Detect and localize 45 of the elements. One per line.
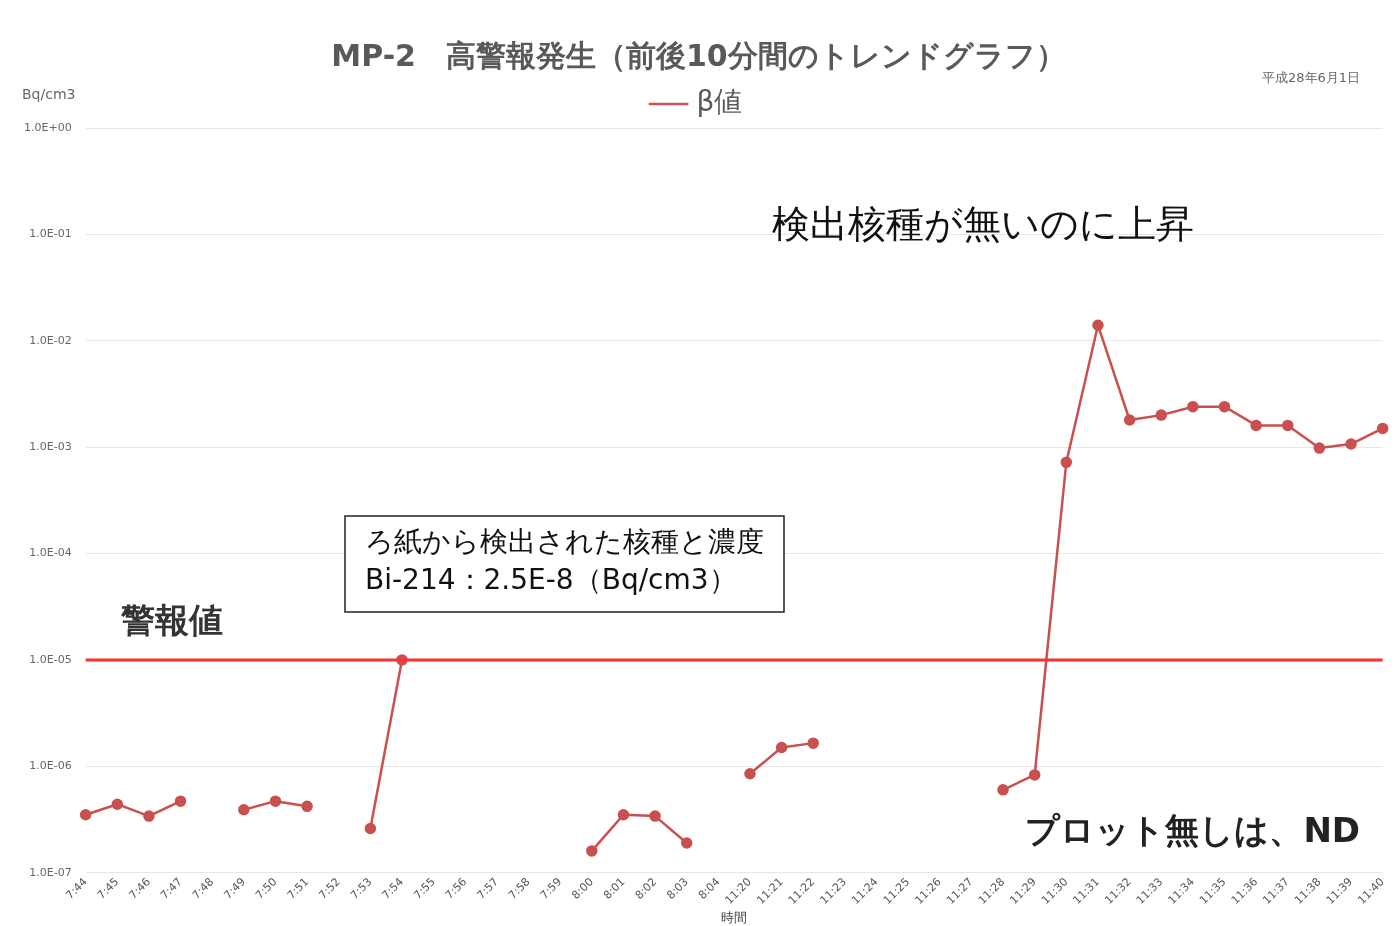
point	[269, 795, 282, 807]
point	[1092, 319, 1104, 331]
point	[617, 809, 630, 821]
x-axis-title: 時間	[721, 909, 748, 925]
text: 平成28年6月1日	[1262, 70, 1361, 86]
point	[1060, 456, 1073, 469]
y-tick-label: 1.0E-04	[29, 546, 72, 560]
point	[1313, 442, 1326, 454]
y-tick-label: 1.0E-03	[29, 440, 72, 453]
point	[111, 798, 124, 810]
point	[1250, 419, 1262, 432]
point	[174, 795, 187, 807]
point	[143, 810, 155, 822]
point	[238, 804, 250, 816]
chart-title: MP-2 高警報発生（前後10分間のトレンドグラフ）	[331, 37, 1066, 73]
point	[586, 845, 598, 857]
y-tick-label: 1.0E+00	[23, 120, 72, 134]
point	[1376, 422, 1389, 435]
point	[775, 741, 788, 754]
point	[649, 810, 661, 822]
point	[1187, 400, 1199, 413]
point	[807, 737, 819, 749]
y-tick-label: 1.0E-02	[29, 333, 72, 347]
point	[301, 800, 313, 813]
point	[1155, 409, 1167, 421]
annotation: プロット無しは、ND	[1025, 810, 1361, 851]
y-axis-title: Bq/cm3	[22, 85, 76, 102]
point	[1123, 414, 1136, 426]
point	[1345, 438, 1357, 450]
point	[1218, 400, 1231, 413]
y-tick-label: 1.0E-01	[29, 227, 72, 241]
annotation: 検出核種が無いのに上昇	[772, 201, 1195, 246]
point	[1028, 769, 1041, 781]
y-tick-label: 1.0E-06	[29, 759, 72, 773]
ref-line-label: 警報値	[119, 599, 223, 640]
point	[79, 809, 92, 821]
point	[997, 784, 1009, 796]
point	[364, 822, 377, 835]
annotation: ろ紙から検出された核種と濃度 Bi-214：2.5E-8（Bq/cm3）	[365, 525, 764, 597]
point	[744, 768, 756, 780]
y-tick-label: 1.0E-05	[29, 652, 72, 666]
legend-label: β値	[696, 85, 743, 119]
y-tick-label: 1.0E-07	[29, 865, 72, 879]
point	[680, 837, 693, 849]
point	[1282, 419, 1294, 432]
